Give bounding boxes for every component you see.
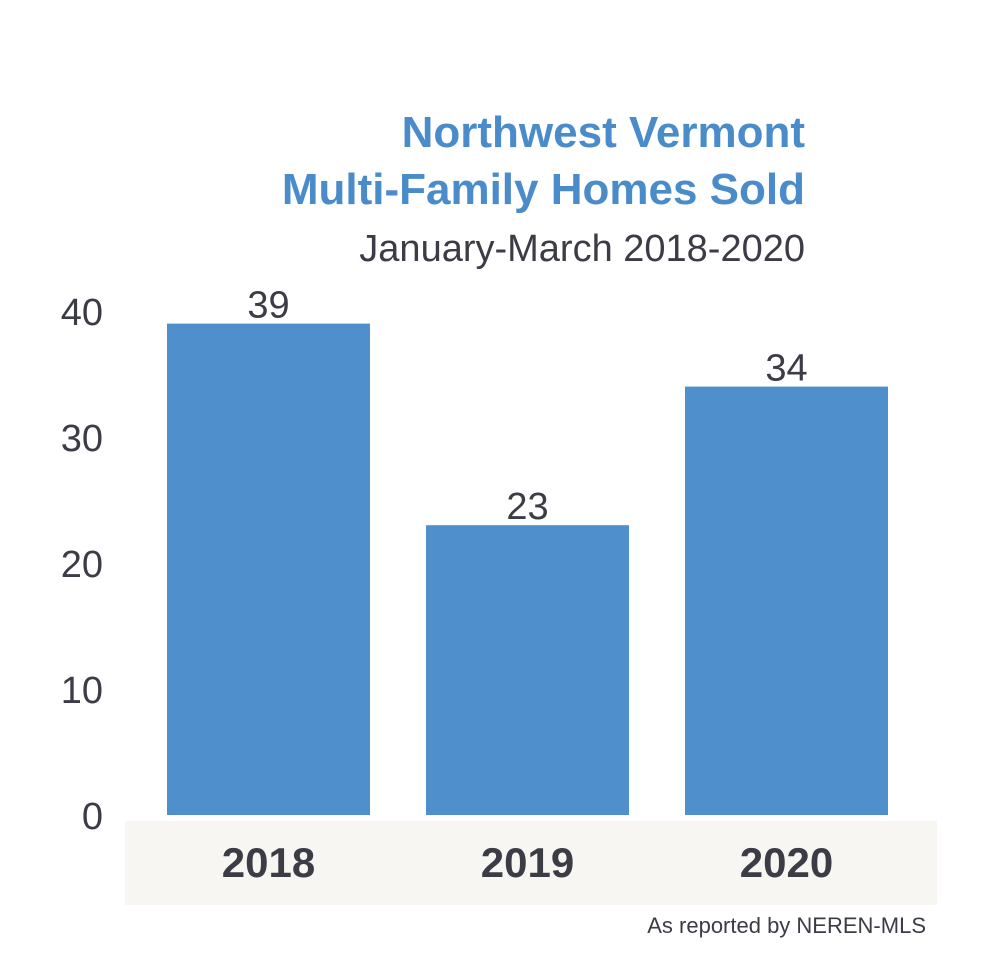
bars [167,323,888,815]
data-label-2018: 39 [247,285,289,327]
x-tick-label-2018: 2018 [222,839,315,886]
y-tick-label: 20 [61,544,103,586]
x-tick-label-2019: 2019 [481,839,574,886]
y-tick-label: 10 [61,670,103,712]
y-tick-label: 0 [82,796,103,838]
data-label-2019: 23 [506,486,548,528]
chart-title-line-2: Multi-Family Homes Sold [282,165,805,214]
y-tick-label: 30 [61,418,103,460]
chart-title-line-1: Northwest Vermont [402,108,806,157]
bar-2020 [685,386,888,815]
y-tick-label: 40 [61,292,103,334]
data-label-2020: 34 [765,348,807,390]
source-note: As reported by NEREN-MLS [647,913,926,938]
x-axis: 2018 2019 2020 [222,839,833,886]
chart-subtitle: January-March 2018-2020 [359,228,805,270]
bar-2018 [167,323,370,815]
data-labels: 39 23 34 [247,285,807,529]
category-band [125,821,937,905]
bar-2019 [426,525,629,815]
x-tick-label-2020: 2020 [740,839,833,886]
y-axis: 0 10 20 30 40 [61,292,103,838]
